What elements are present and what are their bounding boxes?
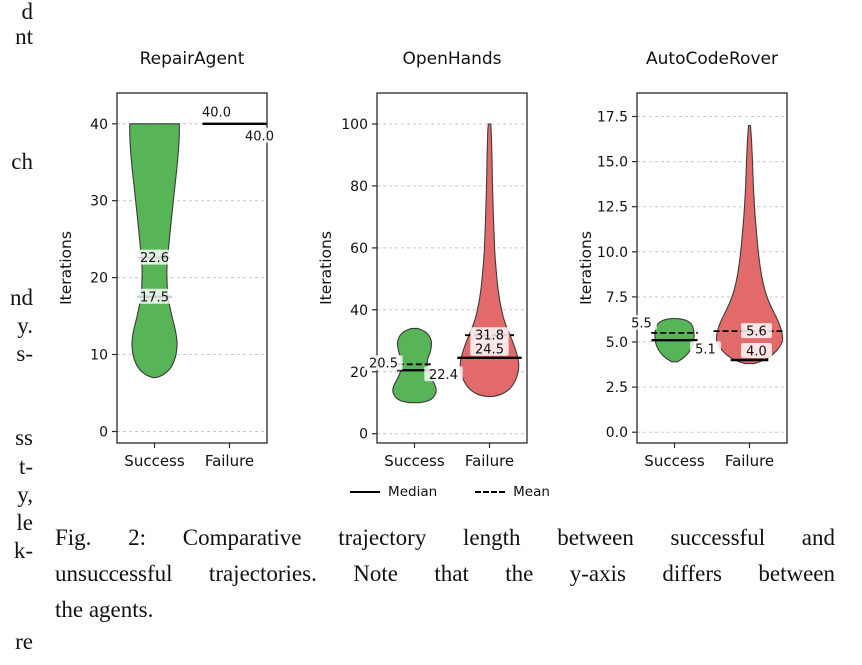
svg-text:22.4: 22.4 (429, 368, 458, 383)
column-text-fragment: ss (15, 425, 33, 450)
violin-panel-openhands: OpenHands Iterations 0 20 40 60 80 100 Success Fa… (317, 49, 528, 470)
mean-line-sample-icon (475, 491, 506, 493)
axes-box (376, 92, 528, 444)
annotation-label: 5.1 (690, 341, 721, 358)
svg-text:40.0: 40.0 (245, 129, 274, 144)
median-line-sample-icon (350, 491, 381, 493)
svg-text:22.6: 22.6 (140, 251, 169, 266)
svg-text:24.5: 24.5 (475, 342, 504, 357)
svg-text:40.0: 40.0 (202, 105, 231, 120)
annotation-label: 5.6 (741, 323, 772, 340)
violin-failure (715, 124, 784, 365)
svg-text:20.5: 20.5 (369, 357, 398, 372)
x-tick-label: Success (644, 452, 705, 470)
panel-title: AutoCodeRover (646, 49, 778, 69)
axes-box (636, 92, 788, 444)
y-tick-label: 15.0 (597, 155, 628, 171)
legend-mean-label: Mean (513, 484, 550, 500)
y-tick-label: 10 (90, 348, 108, 364)
panel-title: OpenHands (402, 49, 501, 69)
y-tick-label: 2.5 (606, 380, 628, 396)
violin-panel-repairagent: RepairAgent Iterations 0 10 20 30 40 Success Fai… (57, 49, 279, 470)
y-tick-label: 40 (350, 303, 368, 319)
column-text-fragment: re (15, 629, 33, 654)
column-text-fragment: k- (13, 538, 33, 563)
y-tick-label: 20 (350, 365, 368, 381)
x-tick-label: Success (124, 452, 185, 470)
column-text-fragment: y, (17, 482, 33, 507)
column-text-fragment: le (16, 510, 33, 535)
column-text-fragment: d (21, 0, 34, 24)
legend: Median Mean (280, 481, 620, 503)
annotation-label: 20.5 (364, 355, 403, 372)
y-tick-label: 5.0 (606, 335, 628, 351)
annotation-label: 22.6 (135, 249, 174, 266)
legend-median-label: Median (388, 484, 438, 500)
x-tick-label: Failure (205, 452, 254, 470)
figure-2: RepairAgent Iterations 0 10 20 30 40 Success Fai… (40, 38, 845, 513)
axes-box (116, 92, 268, 444)
annotation-label: 22.4 (424, 366, 463, 383)
svg-text:5.5: 5.5 (631, 316, 652, 331)
violin-panels: RepairAgent Iterations 0 10 20 30 40 Success Fai… (40, 38, 845, 498)
caption-line: the agents. (55, 597, 154, 622)
y-tick-label: 20 (90, 271, 108, 287)
y-tick-label: 100 (341, 117, 368, 133)
figure-caption: Fig. 2: Comparative trajectory length be… (55, 520, 835, 628)
y-axis-label: Iterations (317, 231, 335, 305)
column-text-fragment: nt (15, 24, 33, 49)
y-tick-label: 12.5 (597, 200, 628, 216)
svg-text:31.8: 31.8 (475, 329, 504, 344)
column-text-fragment: t- (18, 454, 33, 479)
y-tick-label: 0 (99, 425, 108, 441)
svg-text:5.1: 5.1 (695, 343, 716, 358)
panel-title: RepairAgent (140, 49, 245, 69)
y-tick-label: 10.0 (597, 245, 628, 261)
x-tick-label: Failure (465, 452, 514, 470)
y-tick-label: 30 (90, 194, 108, 210)
y-tick-label: 7.5 (606, 290, 628, 306)
caption-line: Fig. 2: Comparative trajectory length be… (55, 525, 835, 550)
column-text-fragment: y. (17, 313, 33, 338)
caption-line: unsuccessful trajectories. Note that the… (55, 561, 835, 586)
annotation-label: 31.8 (470, 327, 509, 344)
annotation-label: 40.0 (240, 127, 279, 144)
y-tick-label: 0 (359, 427, 368, 443)
y-tick-label: 80 (350, 179, 368, 195)
y-tick-label: 17.5 (597, 110, 628, 126)
y-axis-label: Iterations (577, 231, 595, 305)
annotation-label: 24.5 (470, 340, 509, 357)
column-text-fragment: nd (10, 285, 33, 310)
x-tick-label: Success (384, 452, 445, 470)
y-tick-label: 60 (350, 241, 368, 257)
svg-text:17.5: 17.5 (140, 290, 169, 305)
annotation-label: 17.5 (135, 288, 174, 305)
y-axis-label: Iterations (57, 231, 75, 305)
annotation-label: 4.0 (741, 343, 772, 360)
svg-text:5.6: 5.6 (746, 325, 767, 340)
column-text-fragment: ch (11, 149, 33, 174)
svg-text:4.0: 4.0 (746, 345, 767, 360)
column-text-fragment: s- (16, 341, 33, 366)
violin-panel-autocoderover: AutoCodeRover Iterations 0.0 2.5 5.0 7.5 10.0 1… (577, 49, 788, 470)
x-tick-label: Failure (725, 452, 774, 470)
annotation-label: 40.0 (197, 103, 236, 120)
annotation-label: 5.5 (626, 314, 657, 331)
y-tick-label: 40 (90, 117, 108, 133)
y-tick-label: 0.0 (606, 425, 628, 441)
